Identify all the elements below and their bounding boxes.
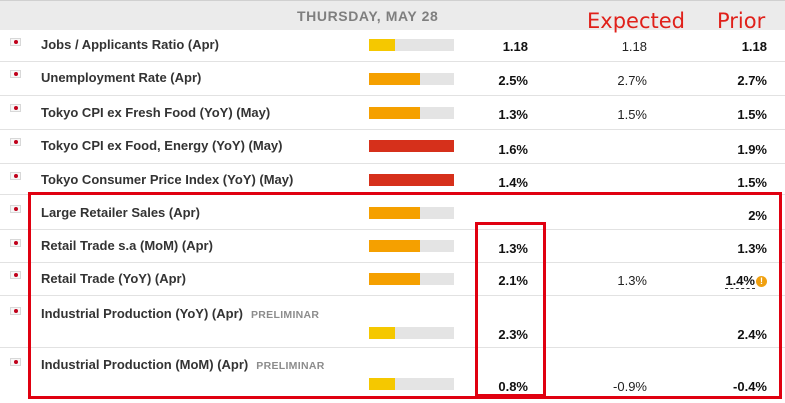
prior-value: 1.3% <box>737 241 767 256</box>
preliminary-tag: PRELIMINAR <box>250 309 320 321</box>
impact-bar <box>369 39 454 51</box>
impact-bar <box>369 73 454 85</box>
prior-value: 2.4% <box>737 327 767 342</box>
expected-value: 2.7% <box>617 73 647 88</box>
date-header: THURSDAY, MAY 28 <box>0 0 785 30</box>
impact-fill <box>369 140 454 152</box>
warning-icon[interactable]: ! <box>756 276 767 287</box>
actual-value: 1.18 <box>502 39 528 54</box>
prior-value: -0.4% <box>733 379 767 394</box>
prior-value: 2% <box>748 208 767 223</box>
prior-value: 1.5% <box>737 107 767 122</box>
prior-value: 1.18 <box>741 39 767 54</box>
impact-fill <box>369 240 420 252</box>
impact-fill <box>369 107 420 119</box>
table-row[interactable]: Large Retailer Sales (Apr) 2% <box>0 195 785 230</box>
japan-flag-icon <box>10 104 21 112</box>
event-name[interactable]: Unemployment Rate (Apr) <box>41 70 202 85</box>
prior-value: 1.5% <box>737 175 767 190</box>
preliminary-tag: PRELIMINAR <box>256 360 325 372</box>
impact-bar <box>369 207 454 219</box>
actual-value: 1.6% <box>498 142 528 157</box>
table-row[interactable]: Tokyo CPI ex Food, Energy (YoY) (May) 1.… <box>0 130 785 164</box>
impact-fill <box>369 174 454 186</box>
impact-fill <box>369 73 420 85</box>
actual-value: 2.1% <box>498 273 528 288</box>
event-name[interactable]: Jobs / Applicants Ratio (Apr) <box>41 37 219 52</box>
expected-annotation: Expected <box>587 9 685 33</box>
event-name[interactable]: Tokyo CPI ex Fresh Food (YoY) (May) <box>41 105 271 120</box>
actual-value: 0.8% <box>498 379 528 394</box>
event-name[interactable]: Retail Trade (YoY) (Apr) <box>41 271 186 286</box>
expected-value: 1.3% <box>617 273 647 288</box>
highlight-box-retail-industrial <box>28 192 782 399</box>
event-name[interactable]: Tokyo CPI ex Food, Energy (YoY) (May) <box>41 138 283 153</box>
prior-value: 2.7% <box>737 73 767 88</box>
japan-flag-icon <box>10 271 21 279</box>
actual-value: 2.5% <box>498 73 528 88</box>
table-row[interactable]: Tokyo Consumer Price Index (YoY) (May) 1… <box>0 164 785 195</box>
table-row[interactable]: Jobs / Applicants Ratio (Apr) 1.18 1.18 … <box>0 29 785 62</box>
impact-bar <box>369 140 454 152</box>
event-name[interactable]: Tokyo Consumer Price Index (YoY) (May) <box>41 172 294 187</box>
actual-value: 2.3% <box>498 327 528 342</box>
table-row[interactable]: Industrial Production (MoM) (Apr) PRELIMI… <box>0 348 785 403</box>
japan-flag-icon <box>10 70 21 78</box>
table-row[interactable]: Retail Trade (YoY) (Apr) 2.1% 1.3% 1.4%! <box>0 263 785 296</box>
actual-value: 1.3% <box>498 107 528 122</box>
japan-flag-icon <box>10 172 21 180</box>
impact-bar <box>369 240 454 252</box>
impact-bar <box>369 174 454 186</box>
impact-fill <box>369 207 420 219</box>
expected-value: 1.18 <box>621 39 647 54</box>
japan-flag-icon <box>10 358 21 366</box>
impact-bar <box>369 327 454 339</box>
date-title: THURSDAY, MAY 28 <box>297 8 439 24</box>
highlight-box-actual-column <box>475 222 546 397</box>
japan-flag-icon <box>10 138 21 146</box>
event-name-text: Industrial Production (MoM) (Apr) <box>41 357 249 372</box>
impact-fill <box>369 327 395 339</box>
impact-bar <box>369 107 454 119</box>
event-name[interactable]: Industrial Production (MoM) (Apr) PRELIMI… <box>41 357 325 372</box>
japan-flag-icon <box>10 205 21 213</box>
event-name[interactable]: Retail Trade s.a (MoM) (Apr) <box>41 238 213 253</box>
event-name-text: Industrial Production (YoY) (Apr) <box>41 306 243 321</box>
japan-flag-icon <box>10 38 21 46</box>
expected-value: 1.5% <box>617 107 647 122</box>
impact-fill <box>369 273 420 285</box>
prior-value[interactable]: 1.4%! <box>725 273 767 289</box>
japan-flag-icon <box>10 239 21 247</box>
table-row[interactable]: Retail Trade s.a (MoM) (Apr) 1.3% 1.3% <box>0 230 785 263</box>
impact-fill <box>369 39 395 51</box>
table-row[interactable]: Industrial Production (YoY) (Apr) PRELIMI… <box>0 296 785 348</box>
event-name[interactable]: Large Retailer Sales (Apr) <box>41 205 200 220</box>
impact-bar <box>369 273 454 285</box>
japan-flag-icon <box>10 307 21 315</box>
actual-value: 1.3% <box>498 241 528 256</box>
prior-value-text: 1.4% <box>725 273 755 289</box>
prior-annotation: Prior <box>717 9 766 33</box>
impact-fill <box>369 378 395 390</box>
expected-value: -0.9% <box>613 379 647 394</box>
actual-value: 1.4% <box>498 175 528 190</box>
table-row[interactable]: Unemployment Rate (Apr) 2.5% 2.7% 2.7% <box>0 62 785 96</box>
prior-value: 1.9% <box>737 142 767 157</box>
event-name[interactable]: Industrial Production (YoY) (Apr) PRELIMI… <box>41 306 319 321</box>
table-row[interactable]: Tokyo CPI ex Fresh Food (YoY) (May) 1.3%… <box>0 96 785 130</box>
impact-bar <box>369 378 454 390</box>
